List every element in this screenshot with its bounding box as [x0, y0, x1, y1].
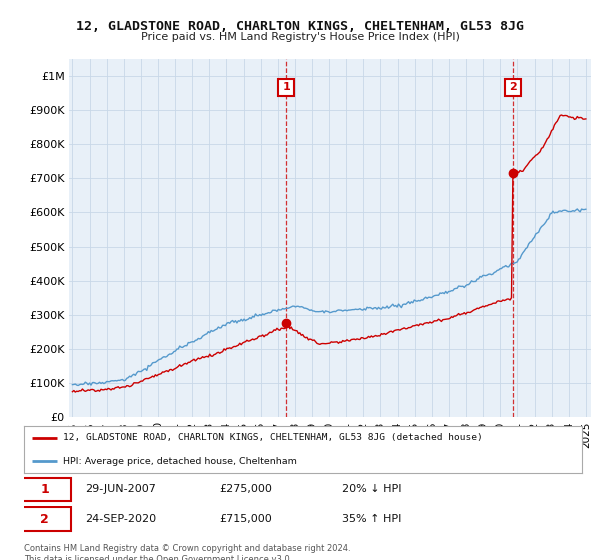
Text: £275,000: £275,000 [220, 484, 272, 494]
Text: 24-SEP-2020: 24-SEP-2020 [85, 514, 157, 524]
FancyBboxPatch shape [19, 507, 71, 531]
Text: 29-JUN-2007: 29-JUN-2007 [85, 484, 156, 494]
Text: HPI: Average price, detached house, Cheltenham: HPI: Average price, detached house, Chel… [63, 457, 297, 466]
FancyBboxPatch shape [19, 478, 71, 501]
Text: £715,000: £715,000 [220, 514, 272, 524]
Text: 35% ↑ HPI: 35% ↑ HPI [342, 514, 401, 524]
Text: Contains HM Land Registry data © Crown copyright and database right 2024.
This d: Contains HM Land Registry data © Crown c… [24, 544, 350, 560]
Text: 2: 2 [509, 82, 517, 92]
Text: 12, GLADSTONE ROAD, CHARLTON KINGS, CHELTENHAM, GL53 8JG (detached house): 12, GLADSTONE ROAD, CHARLTON KINGS, CHEL… [63, 433, 483, 442]
Text: 1: 1 [40, 483, 49, 496]
Text: 20% ↓ HPI: 20% ↓ HPI [342, 484, 401, 494]
Text: Price paid vs. HM Land Registry's House Price Index (HPI): Price paid vs. HM Land Registry's House … [140, 32, 460, 43]
Text: 2: 2 [40, 512, 49, 526]
Text: 12, GLADSTONE ROAD, CHARLTON KINGS, CHELTENHAM, GL53 8JG: 12, GLADSTONE ROAD, CHARLTON KINGS, CHEL… [76, 20, 524, 32]
Text: 1: 1 [283, 82, 290, 92]
